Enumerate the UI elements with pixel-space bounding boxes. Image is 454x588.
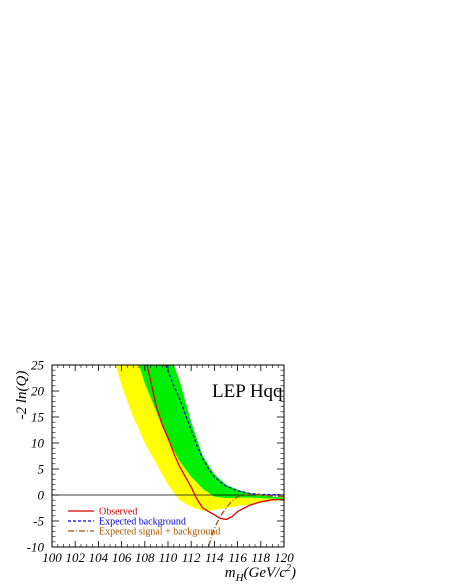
series-lines [146, 365, 284, 547]
x-tick-label: 106 [112, 550, 132, 565]
expected-signal-background-line [207, 493, 284, 547]
observed-line [146, 365, 284, 521]
confidence-bands [115, 365, 284, 511]
x-axis-title-sub: H [235, 572, 245, 584]
x-tick-label: 104 [89, 550, 109, 565]
y-tick-label: 15 [31, 410, 45, 425]
y-tick-label: -5 [33, 514, 44, 529]
x-tick-label: 114 [205, 550, 224, 565]
legend-label: Expected background [99, 517, 186, 528]
x-axis-title-base: m [225, 565, 236, 581]
x-axis-title-open: (GeV/c [244, 565, 287, 581]
x-tick-label: 120 [274, 550, 294, 565]
y-tick-label: 10 [31, 436, 45, 451]
x-axis-title-close: ) [290, 565, 296, 581]
y-tick-label: 25 [31, 358, 45, 373]
x-tick-labels: 100 102 104 106 108 110 112 114 116 118 120 [42, 550, 294, 565]
band-one-sigma [139, 365, 284, 500]
x-tick-label: 118 [252, 550, 271, 565]
x-tick-label: 100 [42, 550, 62, 565]
y-axis-title: -2 ln(Q) [14, 371, 30, 420]
x-axis-title-sup: 2 [286, 563, 291, 574]
x-tick-label: 116 [228, 550, 247, 565]
expected-background-line [165, 365, 284, 496]
y-tick-label: 20 [31, 384, 45, 399]
legend-label: Observed [99, 507, 137, 518]
chart-annotation: LEP Hqq [212, 381, 283, 402]
axis-ticks [51, 364, 285, 548]
x-tick-label: 112 [182, 550, 201, 565]
y-tick-label: 5 [38, 462, 45, 477]
x-tick-label: 108 [135, 550, 155, 565]
x-axis-title: mH(GeV/c2) [225, 563, 296, 584]
y-tick-label: 0 [38, 488, 45, 503]
y-tick-labels: -10 -5 0 5 10 15 20 25 [27, 358, 45, 555]
x-tick-label: 102 [65, 550, 85, 565]
y-tick-label: -10 [27, 540, 45, 555]
x-tick-label: 110 [159, 550, 178, 565]
legend-label: Expected signal + background [99, 527, 220, 538]
